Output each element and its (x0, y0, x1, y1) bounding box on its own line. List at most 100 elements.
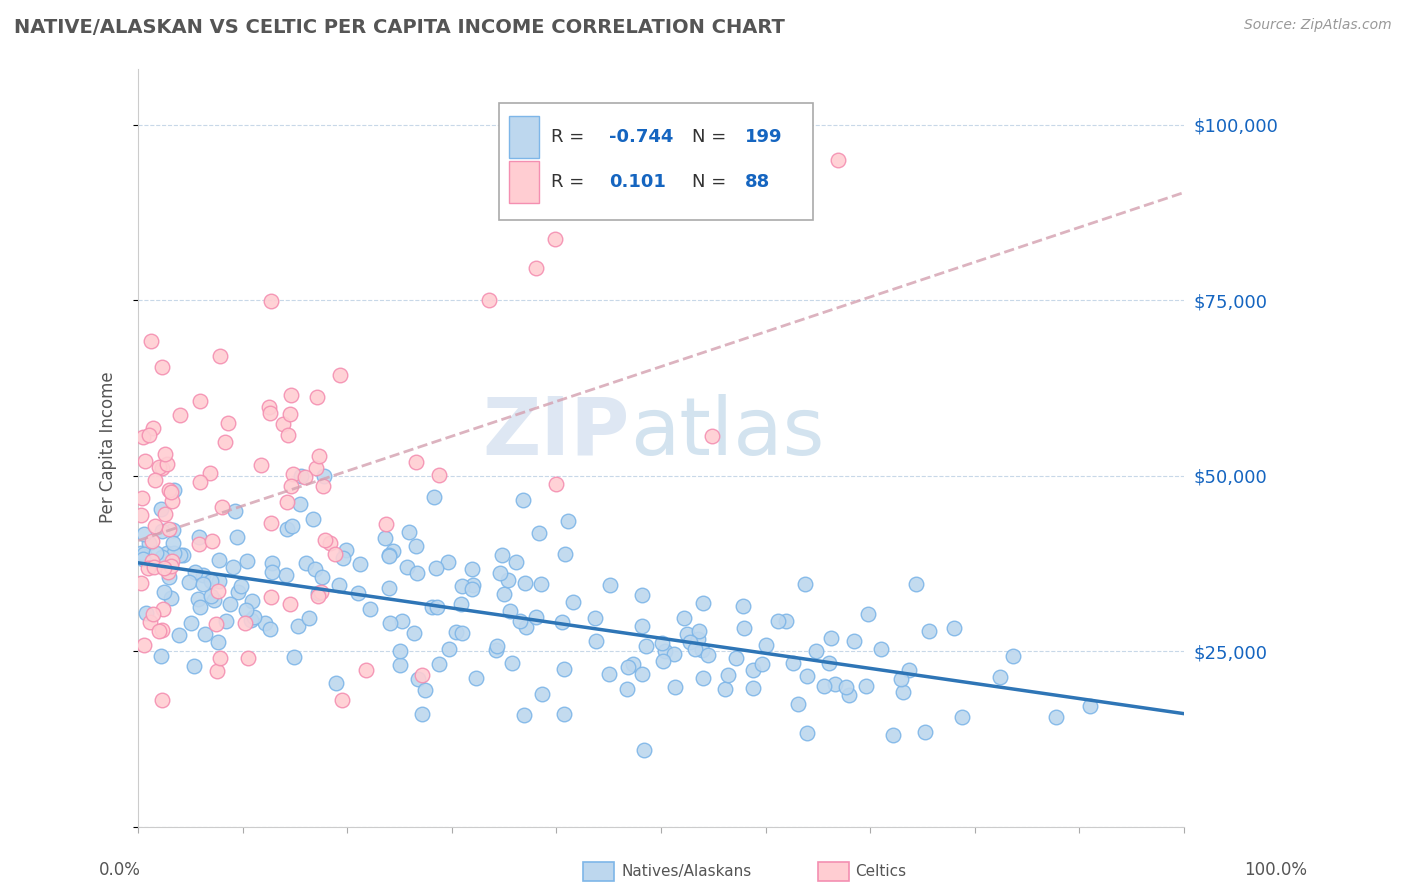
Point (169, 408, 191, 422)
Point (281, 519, 304, 533)
Point (159, 591, 181, 606)
Point (132, 547, 155, 561)
Point (190, 393, 212, 408)
Point (688, 624, 710, 638)
Point (755, 638, 778, 652)
Point (190, 475, 212, 489)
Point (131, 552, 153, 566)
Point (129, 546, 152, 560)
Point (311, 479, 333, 493)
Point (485, 639, 508, 653)
Point (207, 583, 229, 598)
Point (132, 549, 155, 563)
Point (676, 627, 699, 641)
Point (524, 260, 547, 275)
Point (1080, 699, 1102, 714)
Point (842, 634, 865, 648)
Point (259, 406, 281, 420)
Point (200, 574, 222, 588)
Point (163, 546, 186, 560)
Text: 88: 88 (745, 173, 770, 191)
Point (585, 610, 607, 624)
Point (191, 576, 214, 591)
Point (152, 585, 174, 599)
Point (450, 625, 472, 640)
Text: 0.101: 0.101 (609, 173, 665, 191)
Point (157, 522, 180, 536)
Point (202, 592, 225, 607)
Point (304, 562, 326, 576)
Point (156, 566, 179, 580)
Point (156, 546, 179, 560)
Point (205, 616, 228, 631)
Point (631, 588, 654, 602)
Point (464, 671, 486, 685)
Point (277, 428, 299, 442)
Point (274, 567, 297, 582)
Point (191, 567, 214, 582)
Point (733, 621, 755, 635)
Text: ZIP: ZIP (482, 393, 630, 472)
Point (180, 616, 202, 631)
Point (905, 577, 928, 591)
Point (287, 619, 309, 633)
Text: R =: R = (551, 128, 591, 145)
Point (314, 469, 336, 483)
Point (139, 615, 162, 629)
Point (599, 577, 621, 591)
Point (141, 554, 163, 568)
Point (150, 550, 173, 565)
Point (513, 707, 536, 722)
Point (138, 427, 160, 442)
Point (148, 624, 170, 638)
Point (221, 560, 243, 574)
Point (858, 607, 880, 621)
Point (276, 495, 298, 509)
Point (200, 589, 222, 603)
Point (132, 638, 155, 652)
Point (153, 508, 176, 522)
Text: N =: N = (692, 128, 733, 145)
Point (621, 657, 644, 671)
Point (325, 676, 347, 690)
Point (307, 391, 329, 405)
Point (512, 492, 534, 507)
Point (152, 360, 174, 375)
Point (630, 618, 652, 632)
Point (513, 575, 536, 590)
Point (162, 536, 184, 550)
Point (377, 549, 399, 563)
Point (1002, 648, 1025, 663)
Point (235, 603, 257, 617)
Point (426, 600, 449, 615)
Point (162, 523, 184, 537)
Point (427, 657, 450, 671)
Point (141, 534, 163, 549)
Point (281, 467, 304, 481)
Point (890, 672, 912, 686)
Point (794, 577, 817, 591)
Text: Natives/Alaskans: Natives/Alaskans (621, 864, 752, 879)
Point (150, 693, 173, 707)
Point (827, 153, 849, 167)
Point (132, 527, 155, 541)
Text: 199: 199 (745, 128, 782, 145)
Point (717, 668, 740, 682)
Point (395, 560, 418, 574)
Point (148, 460, 170, 475)
Point (942, 621, 965, 635)
Point (515, 620, 537, 634)
Point (240, 613, 263, 627)
Point (786, 697, 808, 711)
Point (742, 681, 765, 695)
Point (184, 566, 207, 580)
Point (298, 611, 321, 625)
Point (330, 693, 353, 707)
Point (235, 554, 257, 568)
Point (461, 562, 484, 576)
Text: Celtics: Celtics (855, 864, 905, 879)
Point (208, 651, 231, 665)
Point (766, 614, 789, 628)
Point (283, 649, 305, 664)
Point (150, 649, 173, 664)
